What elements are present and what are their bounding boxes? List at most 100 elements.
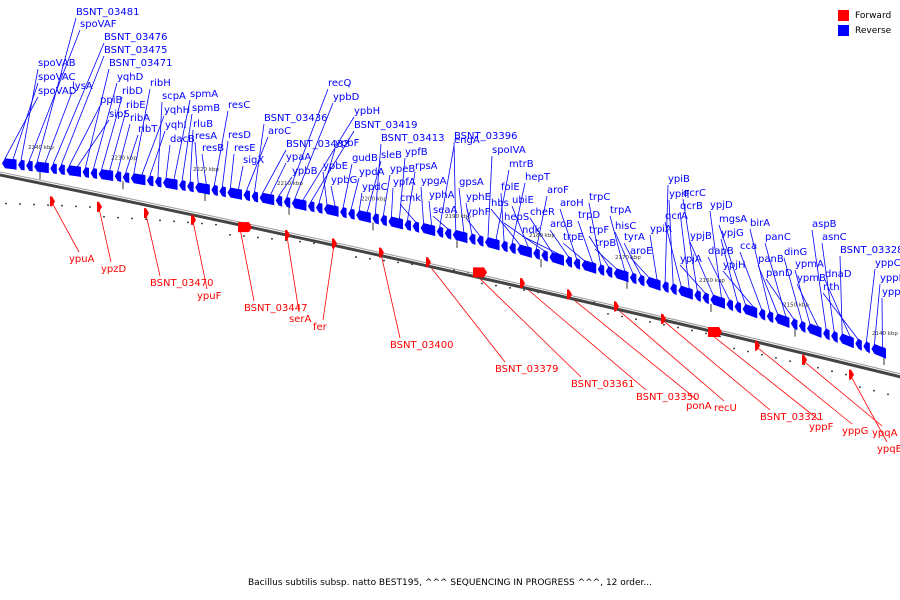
reverse-leader-line [238, 165, 244, 190]
reverse-gene-arrow [364, 211, 371, 223]
reverse-leader-line [399, 203, 416, 223]
reverse-gene-label: ypmA [795, 259, 824, 270]
reverse-gene-label: ypbG [331, 175, 357, 186]
forward-gene-arrow [97, 201, 102, 212]
reverse-gene-label: trpD [578, 210, 600, 221]
forward-gene-label: yppG [842, 426, 868, 437]
reverse-gene-arrow [863, 341, 870, 354]
reverse-gene-arrow [203, 183, 210, 195]
reverse-leader-line [783, 257, 803, 322]
reverse-leader-line [262, 149, 287, 194]
reverse-gene-label: aspB [812, 219, 837, 230]
reverse-gene-label: ypfB [405, 147, 428, 158]
forward-gene-label: ypqA [872, 428, 898, 439]
reverse-leader-line [500, 192, 505, 242]
reverse-leader-line [822, 292, 859, 340]
reverse-gene-label: BSNT_03436 [264, 113, 327, 124]
reverse-gene-label: sigX [243, 155, 264, 166]
reverse-gene-arrow [315, 202, 323, 214]
forward-leader-line [322, 244, 335, 321]
reverse-gene-arrow [10, 159, 17, 170]
reverse-leader-line [874, 283, 881, 345]
forward-gene-label: recU [714, 403, 737, 414]
reverse-gene-label: yppD [880, 273, 900, 284]
forward-gene-arrow [849, 369, 854, 380]
reverse-gene-label: ypbH [354, 106, 380, 117]
gc-dot [677, 326, 679, 329]
forward-gene-label: ypqE [877, 444, 900, 455]
gc-dot [313, 242, 315, 245]
reverse-leader-line [679, 211, 690, 289]
reverse-gene-label: BSNT_03419 [354, 120, 417, 131]
reverse-leader-line [664, 221, 682, 287]
reverse-leader-line [577, 220, 594, 264]
scale-ticks: 2240 kbp 2230 kbp 2220 kbp 2210 kbp 2200 kbp… [28, 145, 898, 365]
gc-dot [369, 257, 371, 260]
reverse-gene-label: ypiA [650, 224, 672, 235]
reverse-leader-line [689, 241, 714, 296]
reverse-leader-line [270, 162, 287, 195]
gc-dot [61, 204, 63, 207]
reverse-leader-line [157, 101, 163, 178]
reverse-leader-line [407, 171, 416, 221]
reverse-leader-line [824, 279, 851, 338]
forward-gene-label: BSNT_03379 [495, 364, 558, 375]
reverse-leader-line [149, 130, 166, 177]
reverse-leader-line [490, 208, 521, 246]
reverse-gene-label: ribH [150, 78, 171, 89]
reverse-leader-line [286, 88, 329, 198]
reverse-gene-arrow [243, 190, 250, 202]
forward-gene-arrow [802, 354, 807, 365]
map-caption: Bacillus subtilis subsp. natto BEST195, … [247, 578, 653, 588]
reverse-leader-line [133, 88, 151, 174]
reverse-leader-line [52, 42, 105, 164]
reverse-leader-line [342, 163, 353, 208]
gc-dot [47, 204, 49, 206]
reverse-leader-line [44, 91, 73, 163]
reverse-gene-label: resC [228, 100, 250, 111]
reverse-gene-label: ypjH [723, 260, 746, 271]
reverse-gene-label: ribT [138, 124, 158, 135]
strand-legend: Forward Reverse [838, 9, 891, 39]
forward-gene-label: ypuA [69, 254, 95, 265]
gc-dot [299, 240, 301, 243]
reverse-gene-label: gpsA [459, 177, 484, 188]
gc-dot [201, 222, 203, 225]
reverse-leader-line [101, 96, 123, 170]
reverse-gene-label: yphE [466, 192, 491, 203]
forward-leader-line [145, 214, 161, 277]
reverse-leader-line [668, 199, 674, 285]
reverse-leader-line [649, 234, 658, 280]
reverse-leader-line [720, 238, 738, 303]
forward-leader-line [192, 221, 208, 290]
reverse-gene-label: spoVAC [38, 72, 76, 83]
gc-dot [131, 217, 133, 220]
reverse-gene-label: ypdC [362, 182, 388, 193]
reverse-gene-label: BSNT_03328 [840, 245, 900, 256]
reverse-leader-line [465, 217, 481, 237]
reverse-leader-line [20, 68, 39, 161]
reverse-leader-line [230, 153, 235, 188]
reverse-gene-arrow [525, 246, 532, 258]
reverse-gene-arrow [573, 258, 581, 270]
reverse-leader-line [511, 182, 526, 244]
scale-tick-label: 2210 kbp [277, 181, 303, 187]
reverse-leader-line [535, 195, 548, 250]
forward-gene-label: BSNT_03321 [760, 412, 823, 423]
reverse-gene-label: yphF [466, 207, 491, 218]
forward-gene-arrow [473, 267, 487, 278]
reverse-gene-arrow [348, 208, 355, 220]
reverse-leader-line [117, 123, 131, 172]
reverse-gene-arrow [557, 254, 564, 266]
gc-dot [789, 360, 791, 363]
reverse-gene-label: hisC [615, 221, 636, 232]
reverse-leader-line [629, 256, 650, 278]
reverse-gene-arrow [90, 168, 98, 179]
reverse-leader-line [495, 169, 510, 240]
scale-tick-label: 2170 kbp [615, 255, 641, 261]
forward-gene-label: BSNT_03361 [571, 379, 634, 390]
reverse-leader-line [330, 185, 336, 207]
reverse-gene-arrow [42, 162, 49, 174]
reverse-gene-arrow [219, 186, 226, 198]
reverse-leader-line [374, 143, 382, 214]
